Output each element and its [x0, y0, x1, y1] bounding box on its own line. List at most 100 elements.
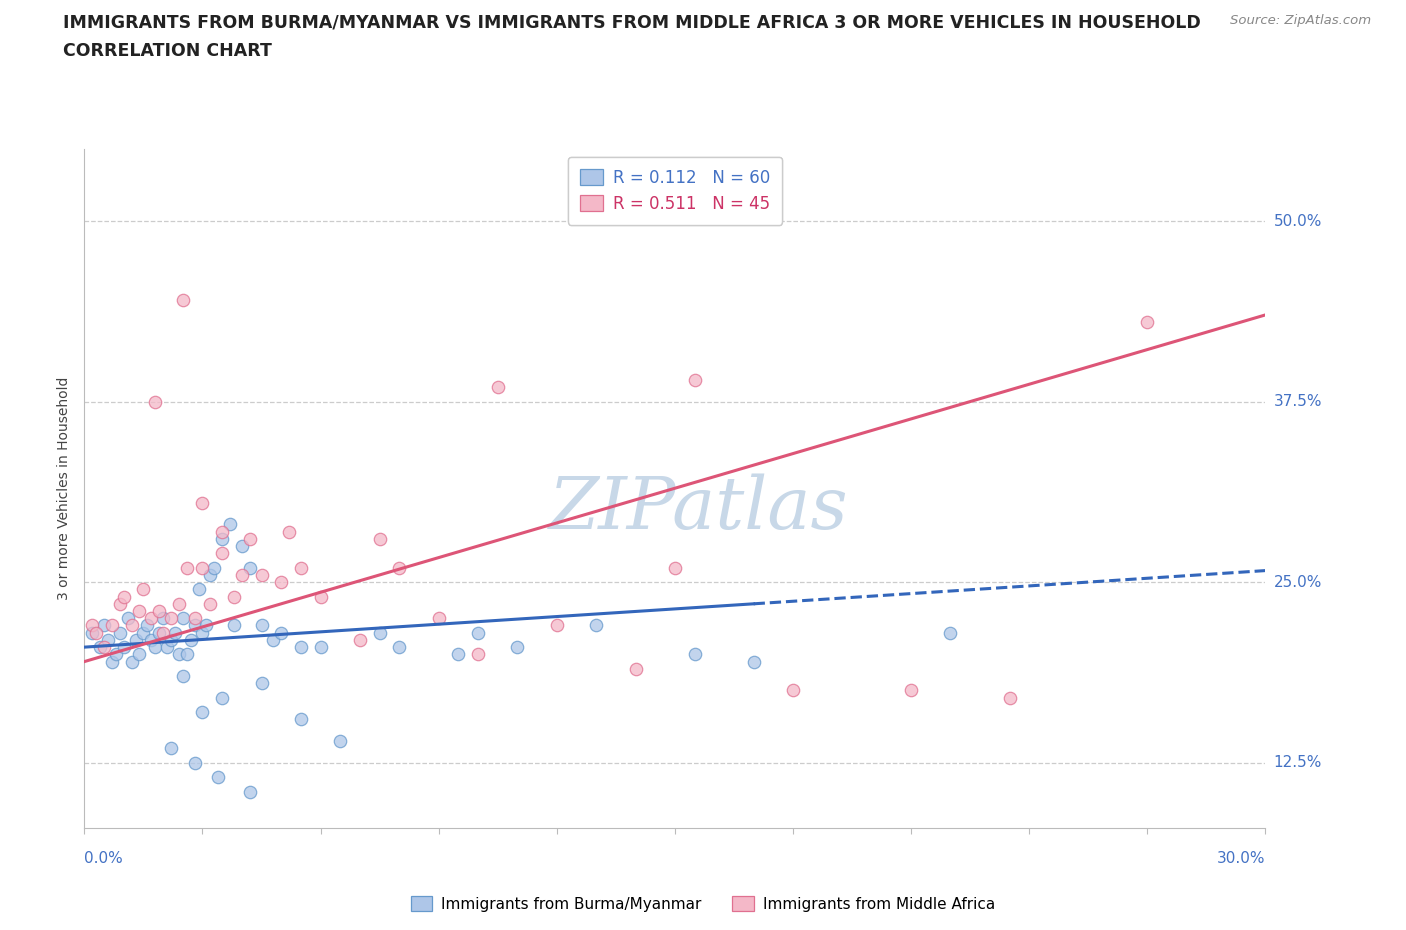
- Point: [309, 589, 332, 604]
- Point: [112, 640, 135, 655]
- Point: [172, 669, 194, 684]
- Point: [180, 632, 202, 647]
- Text: CORRELATION CHART: CORRELATION CHART: [63, 42, 273, 60]
- Point: [183, 611, 205, 626]
- Point: [447, 647, 470, 662]
- Point: [82, 618, 104, 633]
- Point: [290, 712, 312, 727]
- Point: [101, 618, 124, 633]
- Text: Source: ZipAtlas.com: Source: ZipAtlas.com: [1230, 14, 1371, 27]
- Point: [368, 625, 391, 640]
- Text: 12.5%: 12.5%: [1274, 755, 1322, 770]
- Point: [172, 293, 194, 308]
- Point: [132, 625, 155, 640]
- Point: [388, 560, 411, 575]
- Point: [124, 632, 146, 647]
- Point: [278, 525, 301, 539]
- Point: [939, 625, 962, 640]
- Point: [128, 647, 150, 662]
- Y-axis label: 3 or more Vehicles in Household: 3 or more Vehicles in Household: [58, 377, 72, 600]
- Point: [1136, 314, 1159, 329]
- Point: [187, 582, 209, 597]
- Point: [388, 640, 411, 655]
- Text: 0.0%: 0.0%: [84, 851, 124, 866]
- Point: [156, 640, 179, 655]
- Point: [176, 560, 198, 575]
- Point: [329, 734, 352, 749]
- Point: [349, 632, 371, 647]
- Point: [163, 625, 186, 640]
- Point: [167, 596, 190, 611]
- Point: [290, 640, 312, 655]
- Text: 25.0%: 25.0%: [1274, 575, 1322, 590]
- Point: [183, 755, 205, 770]
- Legend: Immigrants from Burma/Myanmar, Immigrants from Middle Africa: Immigrants from Burma/Myanmar, Immigrant…: [405, 890, 1001, 918]
- Point: [104, 647, 127, 662]
- Point: [664, 560, 686, 575]
- Point: [211, 690, 233, 705]
- Point: [270, 575, 292, 590]
- Point: [207, 770, 229, 785]
- Point: [486, 379, 509, 394]
- Point: [239, 531, 262, 546]
- Point: [191, 625, 214, 640]
- Point: [152, 625, 174, 640]
- Point: [82, 625, 104, 640]
- Point: [211, 546, 233, 561]
- Point: [231, 567, 253, 582]
- Point: [160, 741, 183, 756]
- Point: [270, 625, 292, 640]
- Point: [998, 690, 1021, 705]
- Point: [132, 582, 155, 597]
- Point: [211, 525, 233, 539]
- Point: [782, 683, 804, 698]
- Point: [222, 589, 245, 604]
- Text: ZIPatlas: ZIPatlas: [548, 473, 848, 544]
- Point: [93, 640, 115, 655]
- Point: [211, 531, 233, 546]
- Point: [250, 618, 273, 633]
- Text: 37.5%: 37.5%: [1274, 394, 1322, 409]
- Point: [112, 589, 135, 604]
- Point: [108, 596, 131, 611]
- Point: [309, 640, 332, 655]
- Point: [200, 596, 222, 611]
- Point: [231, 538, 253, 553]
- Point: [121, 654, 143, 669]
- Point: [467, 647, 489, 662]
- Point: [195, 618, 218, 633]
- Point: [200, 567, 222, 582]
- Text: 50.0%: 50.0%: [1274, 214, 1322, 229]
- Point: [219, 517, 242, 532]
- Point: [900, 683, 922, 698]
- Point: [152, 611, 174, 626]
- Point: [89, 640, 111, 655]
- Point: [683, 373, 706, 388]
- Text: IMMIGRANTS FROM BURMA/MYANMAR VS IMMIGRANTS FROM MIDDLE AFRICA 3 OR MORE VEHICLE: IMMIGRANTS FROM BURMA/MYANMAR VS IMMIGRA…: [63, 14, 1201, 32]
- Point: [128, 604, 150, 618]
- Point: [108, 625, 131, 640]
- Point: [250, 676, 273, 691]
- Point: [427, 611, 450, 626]
- Point: [172, 611, 194, 626]
- Point: [467, 625, 489, 640]
- Point: [117, 611, 139, 626]
- Point: [143, 394, 166, 409]
- Point: [97, 632, 120, 647]
- Point: [141, 611, 163, 626]
- Point: [506, 640, 529, 655]
- Point: [191, 496, 214, 511]
- Point: [742, 654, 765, 669]
- Point: [93, 618, 115, 633]
- Point: [84, 625, 107, 640]
- Point: [191, 560, 214, 575]
- Point: [183, 618, 205, 633]
- Point: [546, 618, 568, 633]
- Legend: R = 0.112   N = 60, R = 0.511   N = 45: R = 0.112 N = 60, R = 0.511 N = 45: [568, 157, 782, 225]
- Point: [141, 632, 163, 647]
- Point: [202, 560, 225, 575]
- Point: [250, 567, 273, 582]
- Point: [148, 625, 170, 640]
- Point: [290, 560, 312, 575]
- Point: [191, 705, 214, 720]
